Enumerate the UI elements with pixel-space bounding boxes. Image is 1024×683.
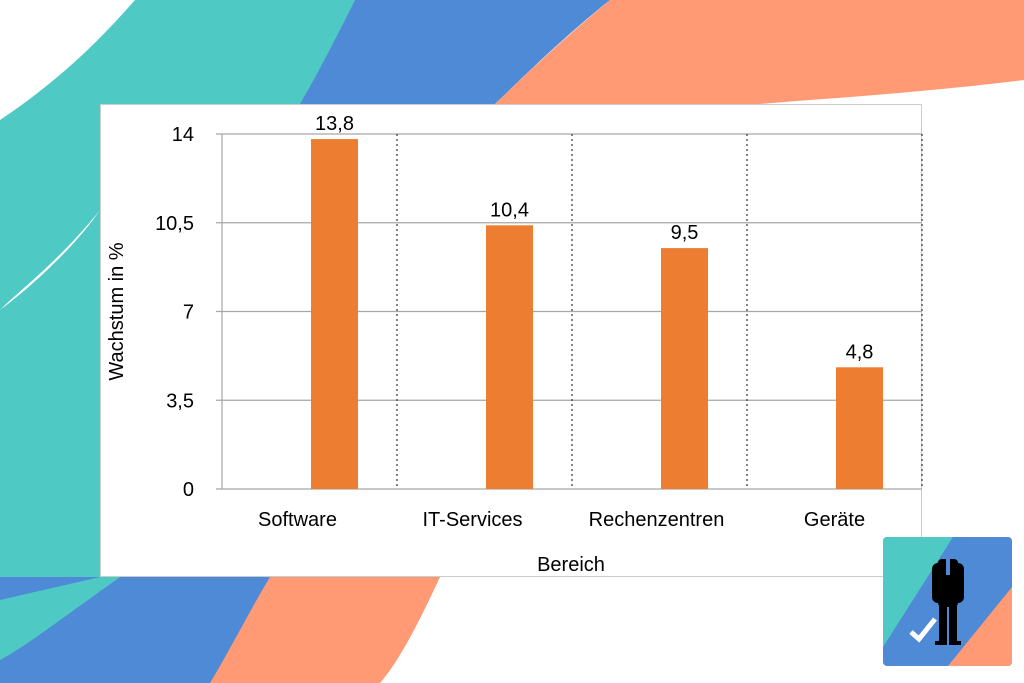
bar-software [311,139,358,490]
chart-panel: 0 3,5 7 10,5 14 13,8 Software 10,4 IT-Services 9,… [100,104,923,577]
y-tick-label: 0 [183,479,194,501]
data-label: 13,8 [315,113,354,135]
logo [883,537,1012,666]
data-label: 9,5 [671,222,699,244]
y-tick-label: 14 [172,124,194,146]
y-tick-label: 10,5 [155,213,194,235]
y-axis-title: Wachstum in % [106,242,128,380]
y-tick-label: 3,5 [166,390,194,412]
bar-rechenzentren [661,248,708,489]
bar-geräte [836,367,883,489]
data-label: 10,4 [490,199,529,221]
x-tick-label: Geräte [804,509,865,531]
x-tick-label: Rechenzentren [589,509,725,531]
businessman-check-icon [883,537,1012,666]
x-tick-label: Software [258,509,337,531]
bar-it-services [486,225,533,489]
bar-chart: 0 3,5 7 10,5 14 13,8 Software 10,4 IT-Services 9,… [106,113,923,576]
x-tick-label: IT-Services [422,509,522,531]
y-tick-label: 7 [183,302,194,324]
x-axis-title: Bereich [537,554,605,576]
data-label: 4,8 [846,341,874,363]
